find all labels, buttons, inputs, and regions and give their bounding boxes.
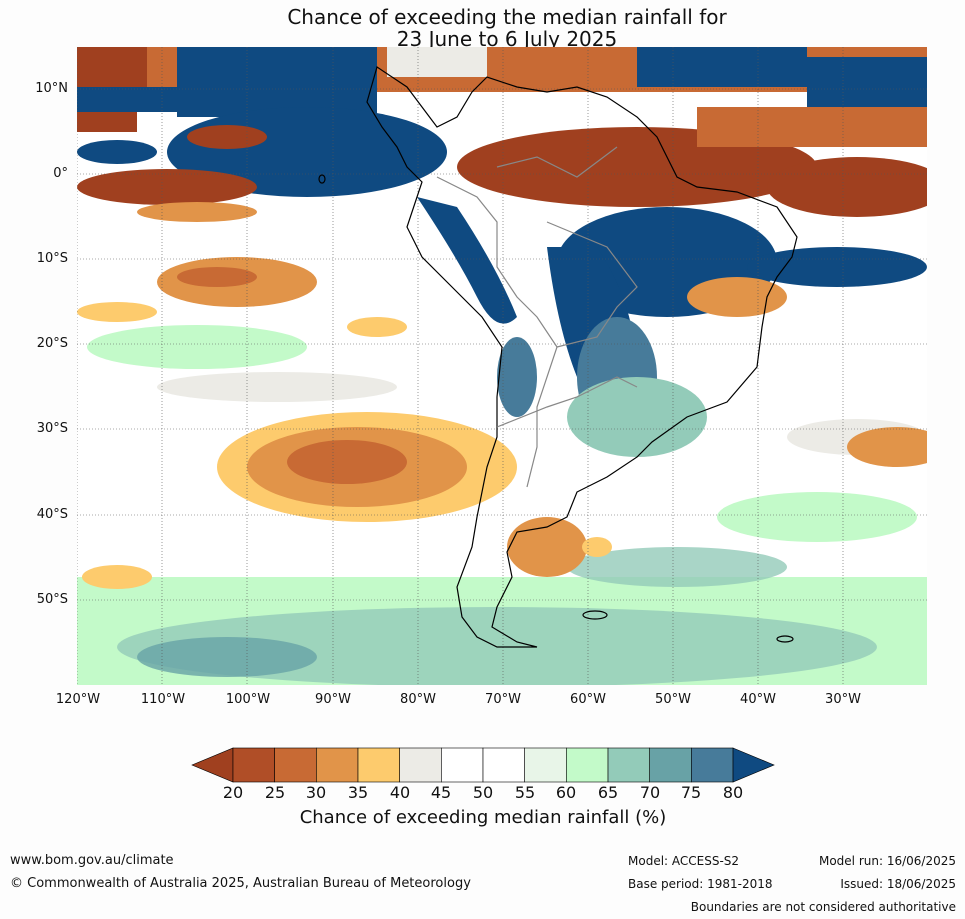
issued-text: Issued: 18/06/2025: [840, 877, 956, 891]
lat-label-50s: 50°S: [36, 592, 68, 607]
colorbar-cell: [274, 747, 317, 783]
colorbar-arrow-high: [732, 747, 775, 783]
website-text: www.bom.gov.au/climate: [10, 853, 174, 868]
colorbar-cell: [441, 747, 484, 783]
model-text: Model: ACCESS-S2: [628, 854, 740, 868]
colorbar-tick-65: 65: [597, 783, 619, 802]
colorbar-tick-70: 70: [639, 783, 661, 802]
colorbar-cell: [524, 747, 567, 783]
colorbar-tick-30: 30: [305, 783, 327, 802]
lat-label-10s: 10°S: [36, 251, 68, 266]
colorbar-cell: [357, 747, 400, 783]
colorbar-tick-55: 55: [514, 783, 536, 802]
colorbar-cell: [399, 747, 442, 783]
colorbar-tick-50: 50: [472, 783, 494, 802]
lon-label-110w: 110°W: [140, 692, 186, 707]
copyright-text: © Commonwealth of Australia 2025, Austra…: [10, 876, 471, 891]
colorbar-tick-75: 75: [680, 783, 702, 802]
lat-label-40s: 40°S: [36, 507, 68, 522]
map-title-line-1: Chance of exceeding the median rainfall …: [287, 5, 727, 29]
colorbar-tick-35: 35: [347, 783, 369, 802]
lat-label-0: 0°: [53, 166, 68, 181]
lon-label-100w: 100°W: [225, 692, 271, 707]
colorbar-tick-60: 60: [555, 783, 577, 802]
colorbar-cell: [649, 747, 692, 783]
lon-label-90w: 90°W: [315, 692, 351, 707]
colorbar-tick-45: 45: [430, 783, 452, 802]
colorbar-label: Chance of exceeding median rainfall (%): [299, 807, 667, 828]
colorbar-cells: [191, 747, 775, 783]
rainfall-map: [77, 47, 927, 685]
disclaimer-text: Boundaries are not considered authoritat…: [690, 900, 956, 914]
colorbar-cell: [566, 747, 609, 783]
colorbar: [191, 747, 775, 783]
national-borders: [436, 146, 638, 488]
lat-label-10n: 10°N: [35, 81, 68, 96]
model-run-text: Model run: 16/06/2025: [818, 854, 956, 868]
colorbar-cell: [316, 747, 359, 783]
lon-label-120w: 120°W: [55, 692, 101, 707]
colorbar-tick-25: 25: [264, 783, 286, 802]
colorbar-cell: [482, 747, 525, 783]
lon-label-60w: 60°W: [570, 692, 606, 707]
lon-label-40w: 40°W: [740, 692, 776, 707]
colorbar-tick-80: 80: [722, 783, 744, 802]
lon-label-70w: 70°W: [485, 692, 521, 707]
colorbar-cell: [607, 747, 650, 783]
colorbar-cell: [691, 747, 734, 783]
colorbar-tick-40: 40: [389, 783, 411, 802]
colorbar-arrow-low: [191, 747, 234, 783]
lon-label-50w: 50°W: [655, 692, 691, 707]
lat-label-20s: 20°S: [36, 336, 68, 351]
colorbar-cell: [232, 747, 275, 783]
islands: [318, 174, 794, 643]
lon-label-80w: 80°W: [400, 692, 436, 707]
lon-label-30w: 30°W: [825, 692, 861, 707]
colorbar-tick-20: 20: [222, 783, 244, 802]
graticule: [77, 47, 927, 685]
lat-label-30s: 30°S: [36, 421, 68, 436]
south-america-coastline: [366, 66, 798, 648]
base-period-text: Base period: 1981-2018: [628, 877, 773, 891]
